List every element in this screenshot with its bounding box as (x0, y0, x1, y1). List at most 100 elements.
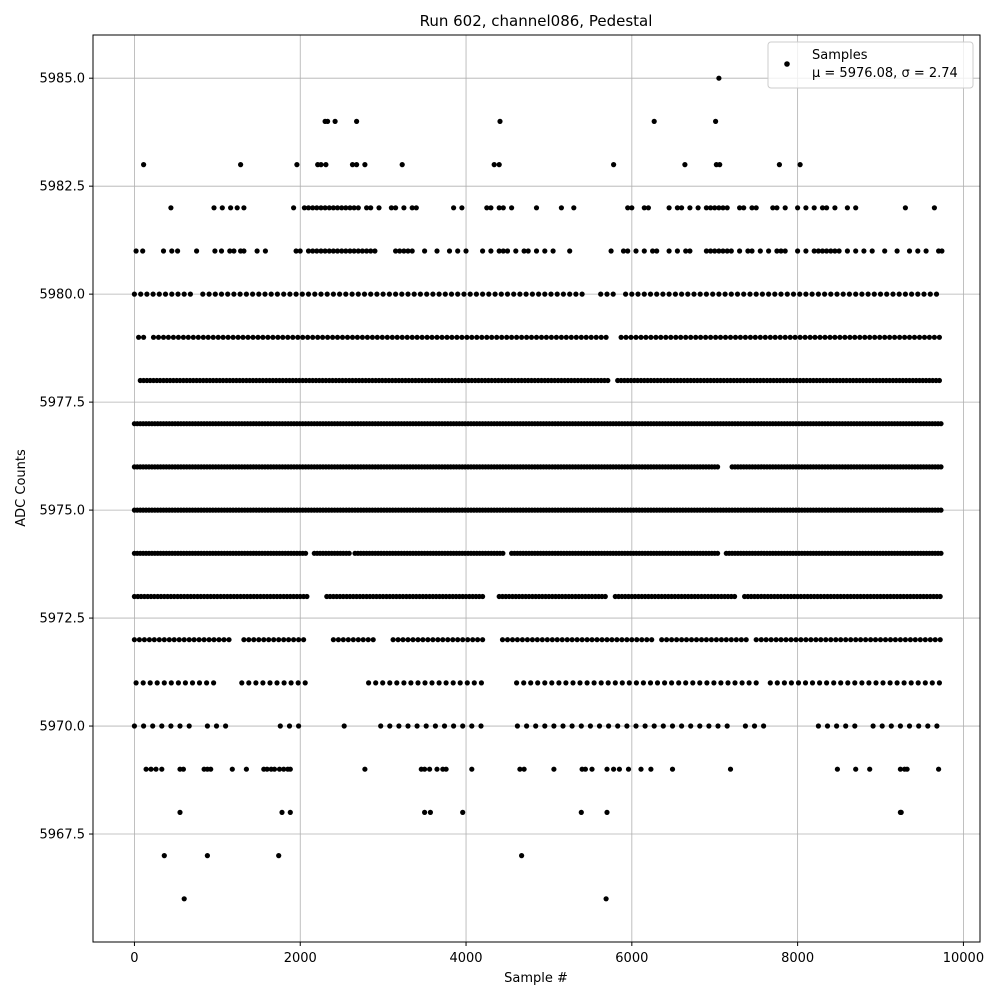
data-point (484, 334, 490, 340)
data-point (290, 334, 296, 340)
data-point (211, 205, 217, 211)
plot-frame (92, 34, 981, 943)
data-point (560, 291, 567, 297)
data-point (201, 637, 207, 643)
data-point (644, 637, 650, 643)
data-point (815, 723, 822, 729)
data-point (925, 723, 931, 729)
data-point (882, 334, 888, 340)
data-point (424, 291, 430, 297)
data-point (718, 637, 725, 643)
data-point (186, 637, 192, 643)
y-tick-label: 5980.0 (40, 288, 86, 303)
data-point (651, 723, 657, 729)
data-point (277, 723, 283, 729)
data-point (339, 205, 345, 211)
data-point (838, 680, 844, 686)
data-point (455, 248, 461, 254)
data-point (533, 334, 540, 340)
data-point (892, 637, 899, 643)
data-point (160, 248, 167, 254)
data-point (833, 637, 839, 643)
data-point (739, 680, 745, 686)
data-point (444, 334, 450, 340)
data-point (871, 291, 877, 297)
data-point (588, 334, 594, 340)
data-point (517, 766, 523, 772)
data-point (732, 680, 738, 686)
data-point (926, 334, 933, 340)
data-point (683, 680, 689, 686)
data-point (427, 809, 433, 816)
data-point (857, 334, 863, 340)
data-point (853, 248, 859, 254)
data-point (305, 291, 312, 297)
data-point (712, 205, 718, 211)
data-point (504, 334, 510, 340)
data-point (414, 334, 420, 340)
data-point (844, 205, 851, 211)
data-point (880, 680, 886, 686)
data-point (409, 334, 415, 340)
data-point (938, 507, 944, 513)
data-point (687, 248, 693, 254)
data-point (852, 723, 858, 729)
data-point (186, 723, 192, 729)
data-point (223, 723, 229, 729)
data-point (611, 162, 617, 168)
data-point (464, 680, 470, 686)
data-point (399, 162, 405, 168)
data-point (715, 550, 721, 556)
y-tick-label: 5967.5 (40, 828, 86, 843)
data-point (747, 291, 753, 297)
data-point (831, 680, 837, 686)
data-point (339, 334, 346, 340)
data-point (140, 680, 146, 686)
data-point (434, 248, 440, 254)
data-point (897, 637, 904, 643)
data-point (326, 248, 332, 254)
data-point (262, 291, 268, 297)
data-point (539, 637, 545, 643)
data-point (525, 248, 531, 254)
data-point (388, 205, 394, 211)
data-point (295, 680, 301, 686)
data-point (544, 637, 550, 643)
data-point (225, 291, 231, 297)
data-point (902, 291, 909, 297)
data-point (882, 248, 888, 254)
data-point (359, 248, 365, 254)
data-point (676, 680, 682, 686)
data-point (131, 637, 137, 643)
data-point (638, 766, 644, 772)
data-point (131, 723, 137, 729)
data-point (264, 766, 270, 772)
data-point (931, 334, 938, 340)
data-point (297, 248, 303, 254)
data-point (386, 291, 392, 297)
data-point (697, 680, 703, 686)
data-point (840, 291, 846, 297)
data-point (478, 723, 484, 729)
data-point (591, 680, 597, 686)
data-point (551, 723, 557, 729)
data-point (781, 680, 788, 686)
data-point (376, 205, 382, 211)
data-point (587, 723, 594, 729)
data-point (713, 118, 719, 124)
data-point (737, 248, 743, 254)
data-point (778, 637, 784, 643)
data-point (136, 637, 142, 643)
data-point (757, 248, 763, 254)
data-point (625, 248, 631, 254)
data-point (603, 334, 609, 340)
data-point (287, 809, 293, 816)
data-point (267, 680, 273, 686)
data-point (413, 205, 419, 211)
data-point (425, 637, 431, 643)
data-point (322, 248, 328, 254)
data-point (480, 248, 486, 254)
data-point (579, 291, 585, 297)
data-point (929, 680, 935, 686)
data-point (529, 291, 536, 297)
